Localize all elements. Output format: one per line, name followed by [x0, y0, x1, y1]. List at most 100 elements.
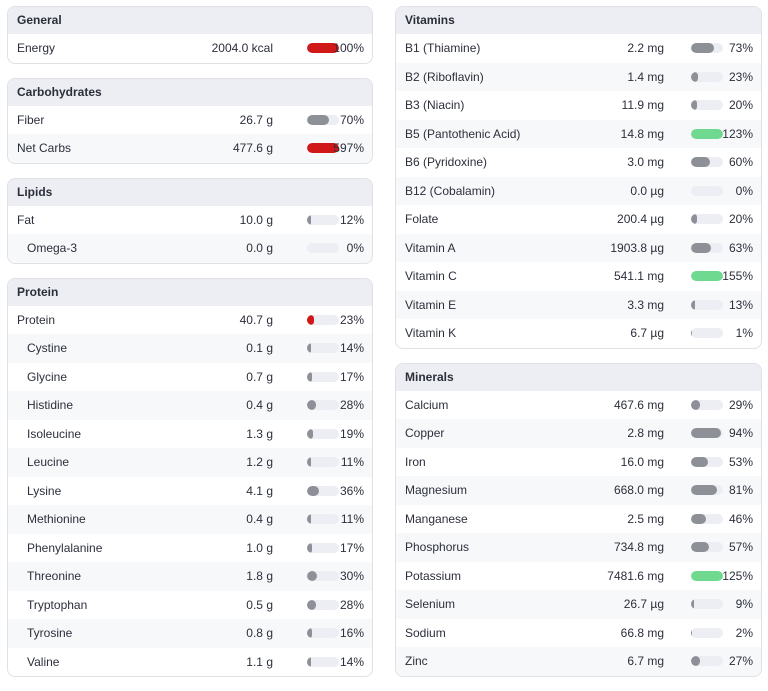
nutrient-amount: 1.0 g [246, 534, 273, 563]
progress-bar-fill [307, 429, 313, 439]
nutrient-name: Fat [17, 206, 34, 235]
nutrient-percent: 0% [347, 234, 364, 263]
nutrient-name: Tyrosine [27, 619, 72, 648]
nutrient-amount: 7481.6 mg [607, 562, 664, 591]
nutrient-percent: 0% [736, 177, 753, 206]
progress-bar [307, 571, 339, 581]
progress-bar-fill [691, 214, 697, 224]
nutrient-name: Lysine [27, 477, 61, 506]
nutrient-percent: 125% [722, 562, 753, 591]
nutrient-name: Protein [17, 306, 55, 335]
progress-bar [307, 514, 339, 524]
progress-bar-fill [691, 100, 697, 110]
progress-bar [307, 243, 339, 253]
nutrient-name: Folate [405, 205, 438, 234]
progress-bar [691, 43, 723, 53]
nutrient-amount: 6.7 mg [627, 647, 664, 676]
nutrient-percent: 53% [729, 448, 753, 477]
nutrient-name: Methionine [27, 505, 86, 534]
progress-bar-fill [691, 157, 710, 167]
nutrient-percent: 17% [340, 534, 364, 563]
nutrient-name: Cystine [27, 334, 67, 363]
progress-bar [691, 243, 723, 253]
nutrient-amount: 0.7 g [246, 363, 273, 392]
progress-bar-fill [307, 514, 311, 524]
progress-bar [691, 400, 723, 410]
nutrient-amount: 26.7 µg [624, 590, 664, 619]
nutrient-amount: 6.7 µg [630, 319, 664, 348]
progress-bar-fill [307, 657, 311, 667]
nutrient-amount: 0.4 g [246, 505, 273, 534]
progress-bar [307, 486, 339, 496]
nutrient-name: Manganese [405, 505, 468, 534]
progress-bar [307, 543, 339, 553]
nutrient-amount: 40.7 g [240, 306, 273, 335]
progress-bar-fill [691, 43, 714, 53]
progress-bar [307, 215, 339, 225]
nutrient-amount: 1.3 g [246, 420, 273, 449]
nutrient-amount: 2.8 mg [627, 419, 664, 448]
nutrient-name: Vitamin K [405, 319, 456, 348]
nutrient-percent: 1% [736, 319, 753, 348]
nutrient-name: Phosphorus [405, 533, 469, 562]
progress-bar-fill [307, 543, 312, 553]
nutrient-row-vitamin-k: Vitamin K 6.7 µg 1% [396, 319, 761, 348]
nutrient-percent: 57% [729, 533, 753, 562]
general-header: General [8, 7, 372, 34]
nutrient-name: B5 (Pantothenic Acid) [405, 120, 520, 149]
nutrient-percent: 17% [340, 363, 364, 392]
nutrient-amount: 14.8 mg [621, 120, 664, 149]
nutrient-name: Isoleucine [27, 420, 81, 449]
nutrient-name: Energy [17, 34, 55, 63]
progress-bar-fill [691, 514, 706, 524]
nutrient-name: Valine [27, 648, 59, 677]
progress-bar-fill [691, 457, 708, 467]
progress-bar [691, 599, 723, 609]
nutrient-name: Omega-3 [27, 234, 77, 263]
nutrient-amount: 0.0 µg [630, 177, 664, 206]
nutrient-amount: 1.2 g [246, 448, 273, 477]
progress-bar [691, 656, 723, 666]
progress-bar-fill [307, 315, 314, 325]
nutrient-amount: 734.8 mg [614, 533, 664, 562]
nutrient-amount: 1.4 mg [627, 63, 664, 92]
nutrient-percent: 14% [340, 334, 364, 363]
progress-bar-fill [691, 400, 700, 410]
progress-bar-fill [691, 599, 694, 609]
carbohydrates-header: Carbohydrates [8, 79, 372, 106]
progress-bar [691, 328, 723, 338]
nutrient-name: B3 (Niacin) [405, 91, 464, 120]
progress-bar [691, 428, 723, 438]
nutrient-amount: 4.1 g [246, 477, 273, 506]
nutrient-percent: 46% [729, 505, 753, 534]
nutrient-percent: 9% [736, 590, 753, 619]
nutrient-percent: 28% [340, 391, 364, 420]
nutrient-row-phosphorus: Phosphorus 734.8 mg 57% [396, 533, 761, 562]
nutrient-amount: 10.0 g [240, 206, 273, 235]
nutrient-amount: 0.8 g [246, 619, 273, 648]
progress-bar [691, 571, 723, 581]
nutrient-amount: 0.5 g [246, 591, 273, 620]
progress-bar-fill [307, 571, 317, 581]
progress-bar [307, 600, 339, 610]
vitamins-header: Vitamins [396, 7, 761, 34]
progress-bar-fill [307, 215, 311, 225]
nutrient-amount: 1903.8 µg [610, 234, 664, 263]
progress-bar [691, 542, 723, 552]
nutrient-percent: 123% [722, 120, 753, 149]
nutrient-percent: 20% [729, 205, 753, 234]
